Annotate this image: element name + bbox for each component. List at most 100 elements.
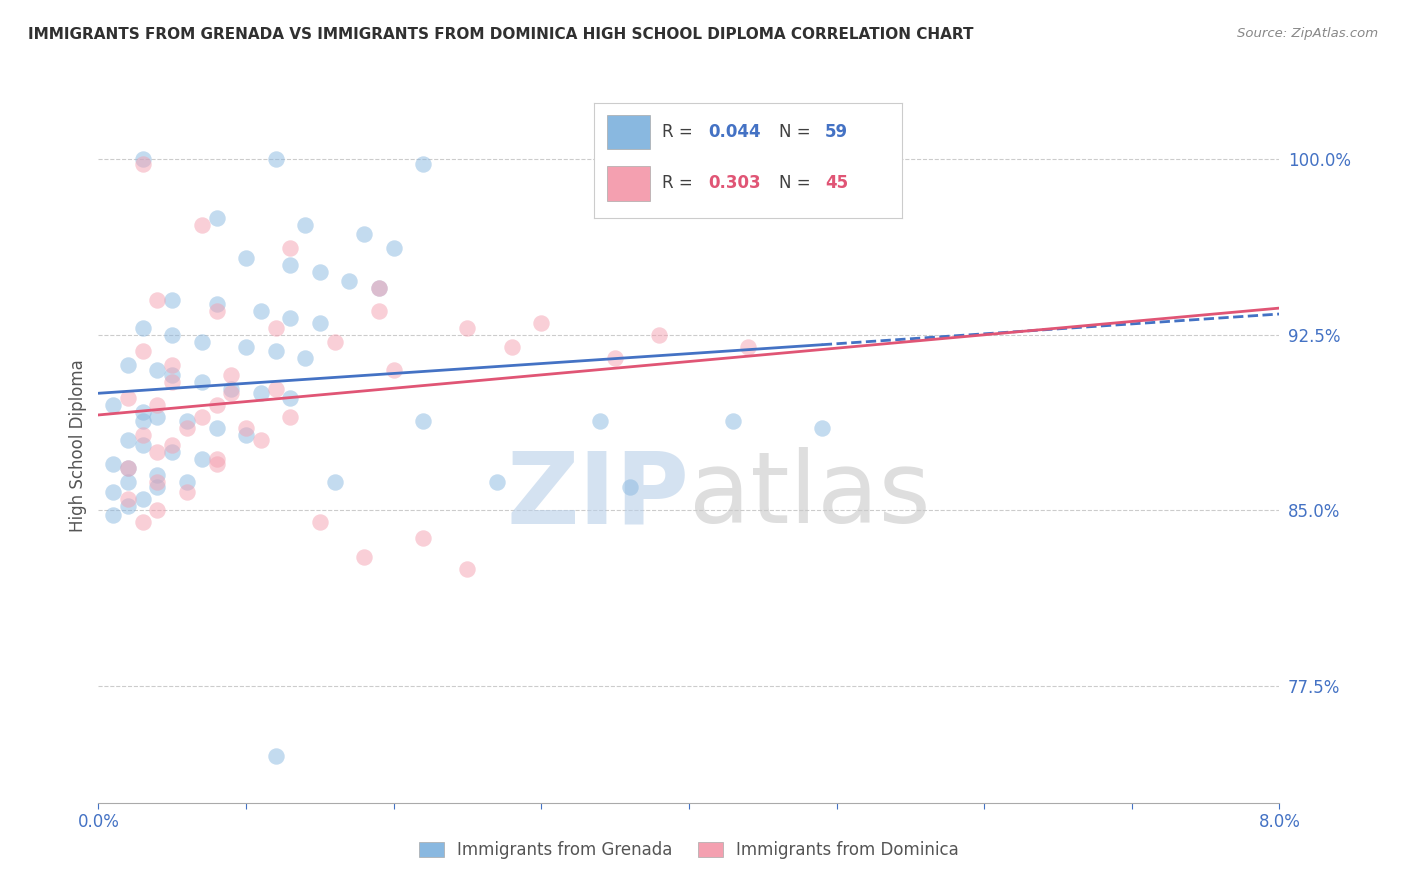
Point xyxy=(117,491,139,506)
Point xyxy=(191,409,214,424)
Point xyxy=(162,445,183,459)
Point xyxy=(205,457,228,471)
Point xyxy=(294,351,316,366)
Point xyxy=(205,451,228,466)
Point xyxy=(176,484,198,499)
Y-axis label: High School Diploma: High School Diploma xyxy=(69,359,87,533)
Point xyxy=(191,451,214,466)
Point xyxy=(132,428,155,442)
Point xyxy=(456,321,478,335)
Point xyxy=(501,340,523,354)
Point xyxy=(810,421,832,435)
Text: Source: ZipAtlas.com: Source: ZipAtlas.com xyxy=(1237,27,1378,40)
Point xyxy=(117,359,139,373)
Point xyxy=(278,409,301,424)
Point xyxy=(648,327,671,342)
Point xyxy=(117,475,139,490)
Point xyxy=(308,265,332,279)
Point xyxy=(191,334,214,349)
Point xyxy=(278,258,301,272)
Point xyxy=(162,375,183,389)
Point xyxy=(219,382,242,396)
Point xyxy=(176,475,198,490)
Point xyxy=(219,386,242,401)
Point xyxy=(146,475,169,490)
Point xyxy=(250,433,273,447)
Point xyxy=(146,363,169,377)
Text: ZIP: ZIP xyxy=(506,448,689,544)
Point xyxy=(117,433,139,447)
Point xyxy=(132,157,155,171)
Point xyxy=(308,316,332,330)
Point xyxy=(176,421,198,435)
Point xyxy=(117,461,139,475)
Point xyxy=(605,351,627,366)
Point xyxy=(191,218,214,232)
Point xyxy=(191,375,214,389)
Point xyxy=(308,515,332,529)
Text: IMMIGRANTS FROM GRENADA VS IMMIGRANTS FROM DOMINICA HIGH SCHOOL DIPLOMA CORRELAT: IMMIGRANTS FROM GRENADA VS IMMIGRANTS FR… xyxy=(28,27,973,42)
Point xyxy=(412,157,434,171)
Point xyxy=(162,327,183,342)
Point xyxy=(132,414,155,428)
Point xyxy=(250,304,273,318)
Point xyxy=(132,515,155,529)
Point xyxy=(382,241,405,255)
Point xyxy=(323,475,346,490)
Point xyxy=(117,499,139,513)
Point xyxy=(205,211,228,225)
Point xyxy=(117,461,139,475)
Point xyxy=(619,480,641,494)
Point xyxy=(132,491,155,506)
Point xyxy=(264,382,287,396)
Point xyxy=(146,445,169,459)
Point xyxy=(146,503,169,517)
Point xyxy=(162,438,183,452)
Point xyxy=(103,457,124,471)
Point xyxy=(456,562,478,576)
Point xyxy=(278,241,301,255)
Point xyxy=(162,359,183,373)
Point xyxy=(412,532,434,546)
Point xyxy=(737,340,759,354)
Point xyxy=(146,398,169,412)
Point xyxy=(353,550,375,565)
Point xyxy=(278,391,301,405)
Point xyxy=(278,311,301,326)
Point xyxy=(146,480,169,494)
Point xyxy=(235,428,257,442)
Point xyxy=(162,293,183,307)
Point xyxy=(367,281,389,295)
Point xyxy=(250,386,273,401)
Point xyxy=(264,321,287,335)
Point xyxy=(132,344,155,359)
Point xyxy=(264,153,287,167)
Text: atlas: atlas xyxy=(689,448,931,544)
Point xyxy=(337,274,360,288)
Point xyxy=(205,398,228,412)
Point xyxy=(412,414,434,428)
Point xyxy=(367,281,389,295)
Point xyxy=(530,316,553,330)
Point xyxy=(132,405,155,419)
Point xyxy=(146,409,169,424)
Point xyxy=(117,391,139,405)
Legend: Immigrants from Grenada, Immigrants from Dominica: Immigrants from Grenada, Immigrants from… xyxy=(412,835,966,866)
Point xyxy=(235,251,257,265)
Point xyxy=(235,421,257,435)
Point xyxy=(146,293,169,307)
Point xyxy=(132,438,155,452)
Point xyxy=(485,475,508,490)
Point xyxy=(353,227,375,242)
Point xyxy=(132,321,155,335)
Point xyxy=(323,334,346,349)
Point xyxy=(103,484,124,499)
Point xyxy=(721,414,744,428)
Point xyxy=(103,398,124,412)
Point xyxy=(219,368,242,382)
Point xyxy=(235,340,257,354)
Point xyxy=(146,468,169,483)
Point xyxy=(176,414,198,428)
Point xyxy=(162,368,183,382)
Point xyxy=(103,508,124,522)
